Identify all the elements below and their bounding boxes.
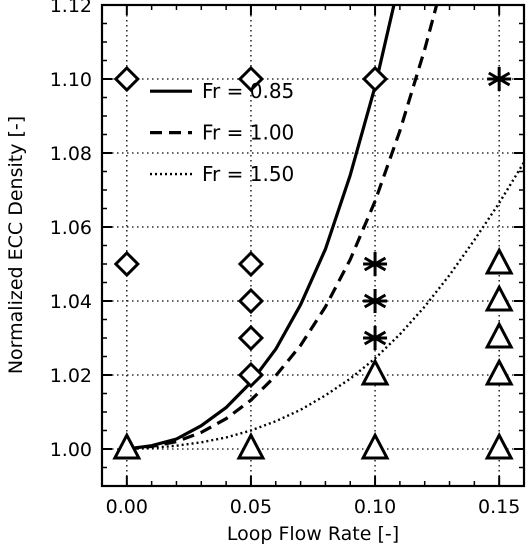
triangle-marker: [360, 357, 390, 386]
triangle-marker: [236, 431, 266, 460]
diamond-marker: [113, 65, 140, 93]
triangle-marker: [484, 320, 514, 349]
triangle-marker: [360, 431, 390, 460]
x-tick-label: 0.10: [354, 496, 396, 518]
triangle-marker: [484, 246, 514, 275]
y-tick-label: 1.04: [50, 291, 92, 313]
x-tick-label: 0.15: [478, 496, 520, 518]
legend: Fr = 0.85 Fr = 1.00 Fr = 1.50: [150, 79, 294, 186]
diamond-marker: [237, 361, 265, 389]
asterisk-marker: [487, 67, 512, 91]
triangle-marker: [484, 357, 514, 386]
grid-lines: [102, 4, 524, 486]
diamond-marker: [361, 65, 389, 93]
y-axis-title: Normalized ECC Density [-]: [5, 116, 27, 374]
y-tick-label: 1.02: [50, 365, 92, 387]
y-tick-label: 1.10: [50, 69, 92, 91]
y-tick-label: 1.06: [50, 217, 92, 239]
legend-label: Fr = 1.00: [202, 121, 294, 145]
y-tick-label: 1.00: [50, 439, 92, 461]
plot-frame: [100, 3, 526, 488]
curve-dashed: [126, 5, 439, 451]
legend-label: Fr = 0.85: [202, 79, 294, 103]
triangle-marker: [484, 431, 514, 460]
x-axis-title: Loop Flow Rate [-]: [227, 523, 399, 545]
y-tick-label: 1.12: [50, 0, 92, 17]
asterisk-marker: [363, 252, 388, 276]
diamond-marker: [237, 324, 265, 352]
diamond-marker: [237, 65, 265, 93]
curve-group: [126, 5, 524, 451]
triangle-marker: [484, 283, 514, 312]
x-tick-label: 0.05: [230, 496, 272, 518]
x-tick-label: 0.00: [106, 496, 148, 518]
asterisk-marker: [363, 289, 388, 313]
diamond-marker: [113, 250, 140, 278]
curve-dotted: [126, 161, 524, 451]
diamond-marker: [237, 250, 265, 278]
legend-label: Fr = 1.50: [202, 162, 294, 186]
diamond-marker: [237, 287, 265, 315]
axis-ticks: 0.00 0.05 0.10 0.15 1.00 1.02 1.04 1.06 1.08 1.10…: [50, 0, 525, 518]
asterisk-marker: [363, 326, 388, 350]
triangle-marker: [112, 431, 142, 460]
marker-group: [112, 65, 514, 460]
y-tick-label: 1.08: [50, 143, 92, 165]
